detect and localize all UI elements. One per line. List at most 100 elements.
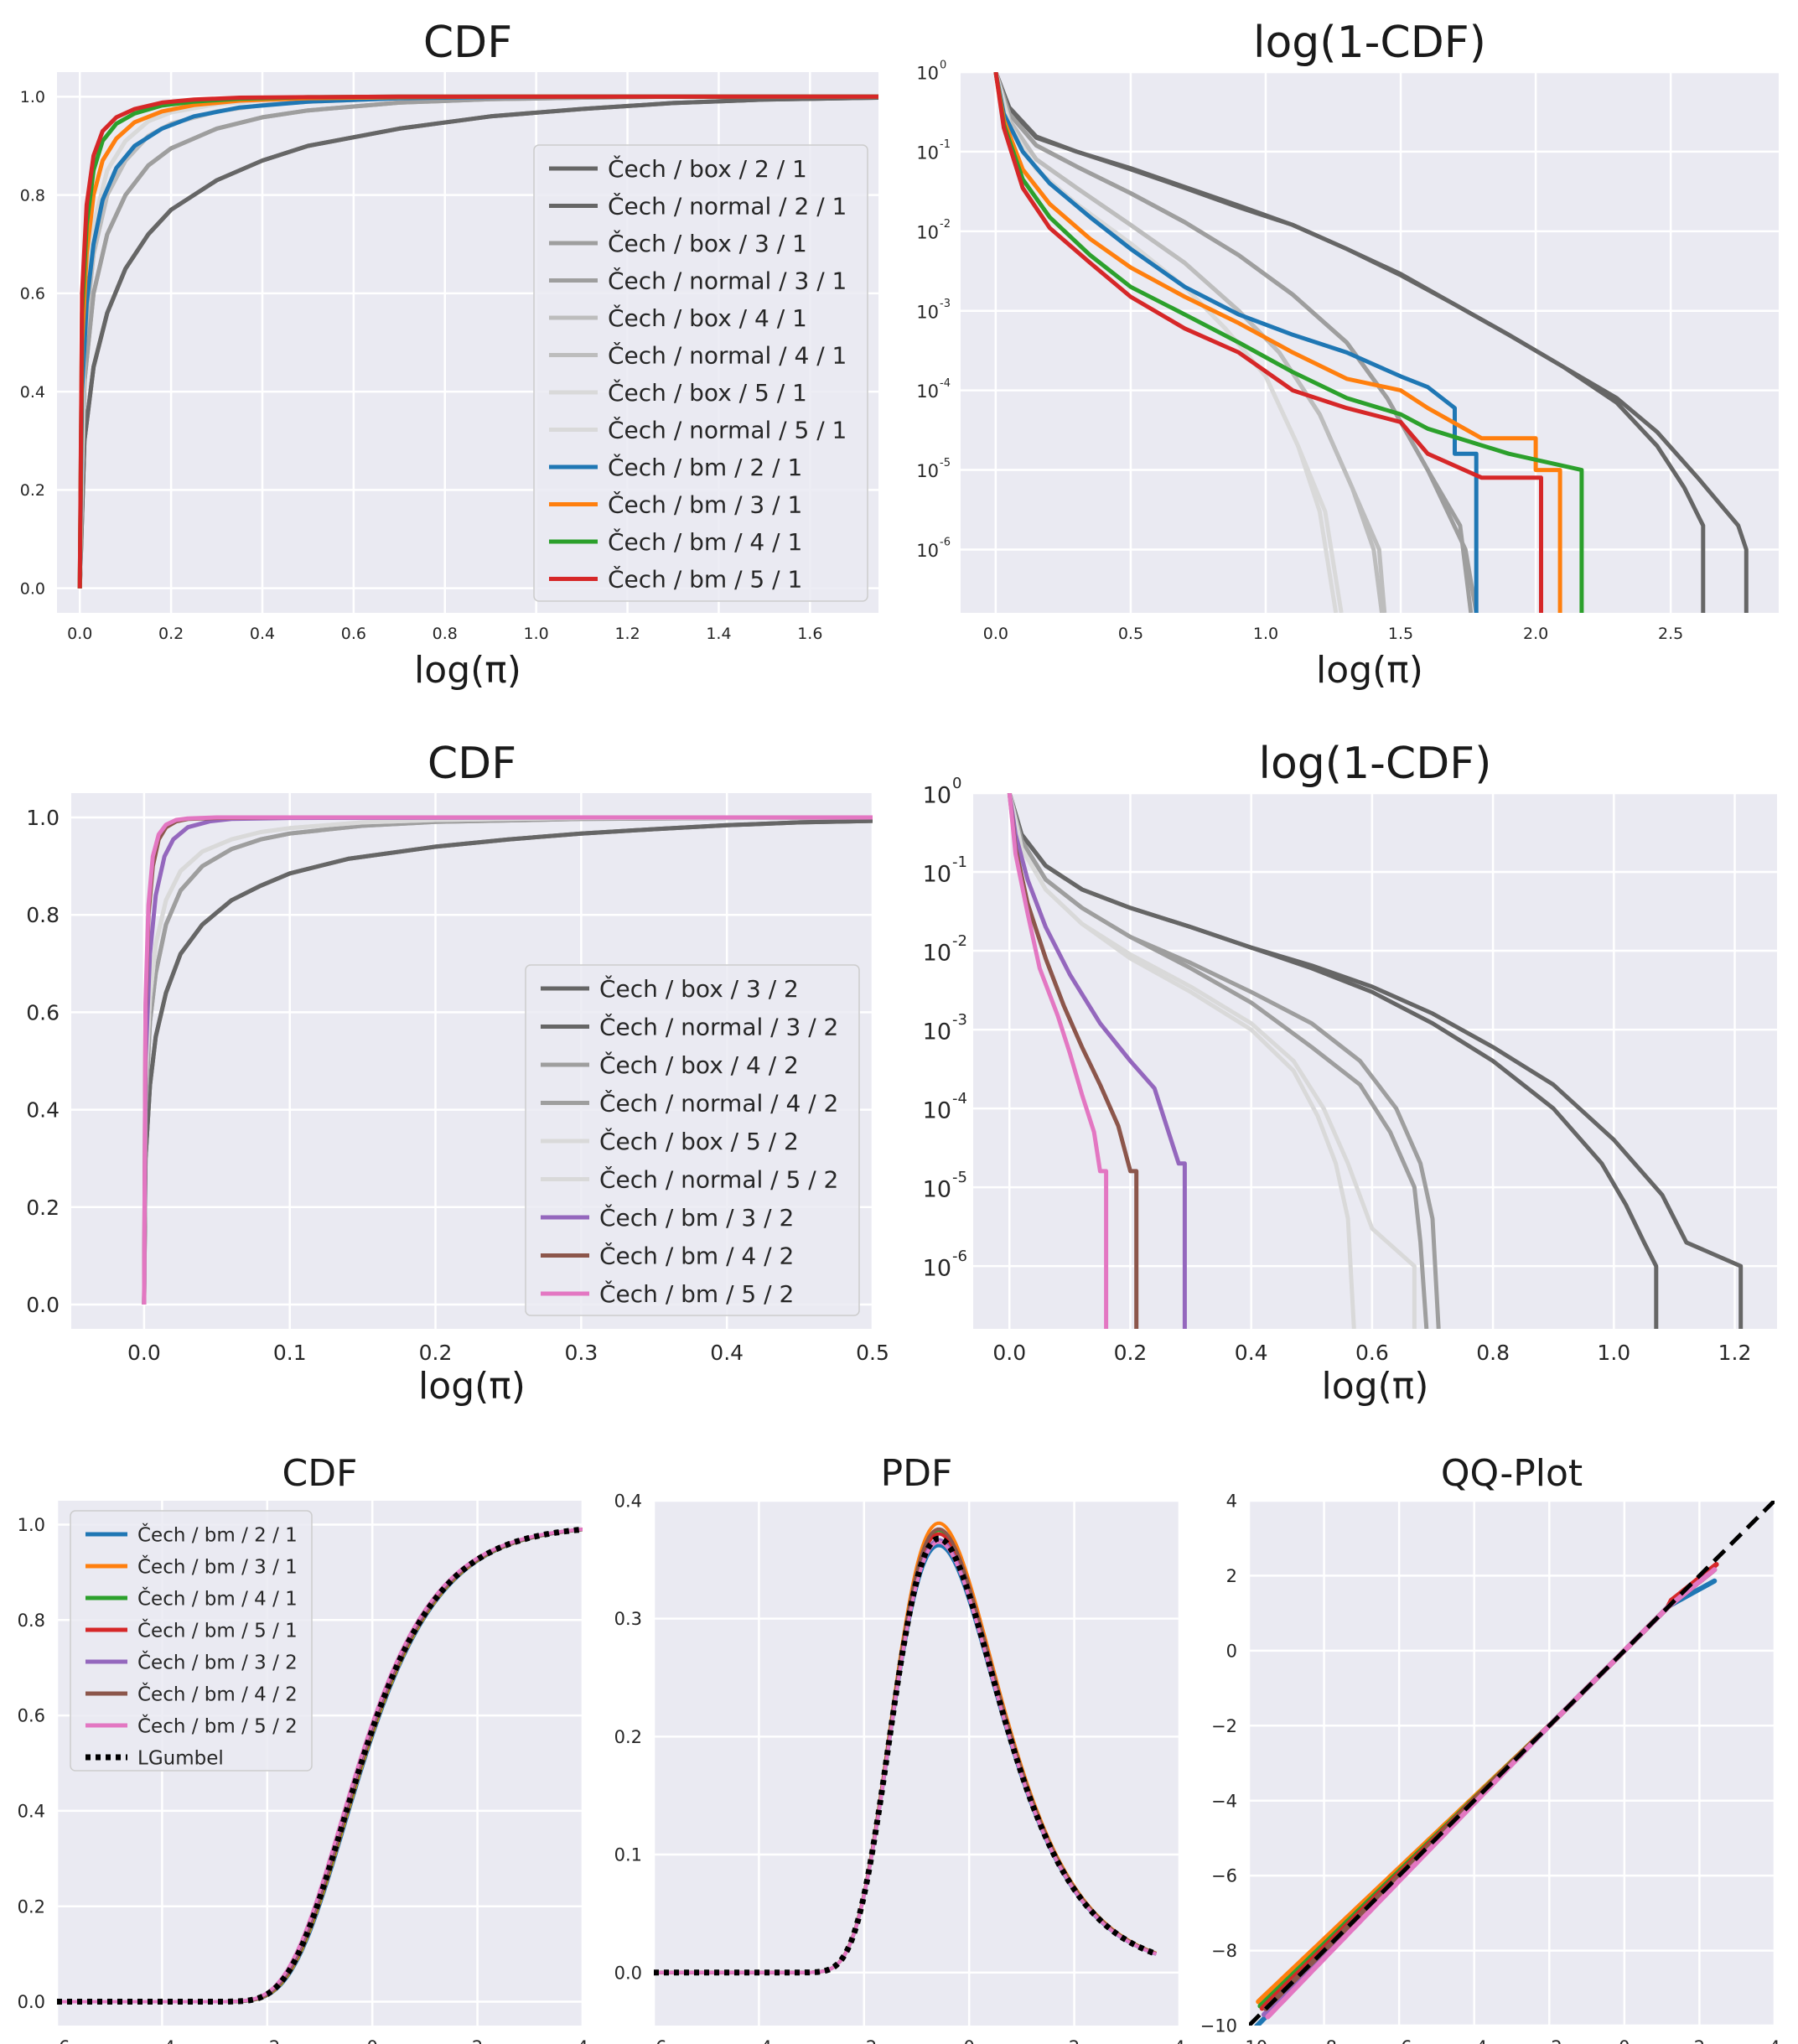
y-tick-exponent: -3 — [952, 1011, 967, 1029]
x-tick-label: 0.8 — [1476, 1341, 1510, 1365]
x-tick-label: −2 — [1536, 2037, 1562, 2044]
y-tick-exponent: -6 — [940, 537, 951, 549]
x-tick-label: 0.6 — [1355, 1341, 1389, 1365]
y-tick-exponent: -1 — [952, 853, 967, 871]
legend-label: Čech / bm / 5 / 1 — [137, 1618, 298, 1642]
series-line — [993, 72, 1562, 613]
x-tick-label: −10 — [1231, 2037, 1267, 2044]
y-tick-exponent: -4 — [940, 377, 951, 390]
x-tick-label: 1.6 — [797, 625, 822, 643]
series-line — [993, 72, 1584, 613]
x-axis-label: log(π) — [418, 1365, 526, 1408]
x-tick-label: 4 — [1769, 2037, 1780, 2044]
x-tick-label: 0.3 — [564, 1341, 598, 1365]
series-line — [1007, 793, 1187, 1329]
legend-label: Čech / normal / 4 / 2 — [599, 1089, 838, 1118]
x-tick-label: 0 — [367, 2037, 378, 2044]
x-tick-label: −4 — [1461, 2037, 1487, 2044]
x-tick-label: −8 — [1311, 2037, 1337, 2044]
x-tick-label: 1.0 — [524, 625, 549, 643]
legend-label: Čech / bm / 3 / 2 — [137, 1650, 298, 1673]
x-tick-label: 0 — [964, 2037, 975, 2044]
legend-label: Čech / normal / 5 / 2 — [599, 1165, 838, 1194]
legend-frame — [533, 144, 868, 602]
series-line — [993, 72, 1749, 613]
legend: Čech / bm / 2 / 1 Čech / bm / 3 / 1 Čech /… — [70, 1510, 313, 1772]
legend: Čech / box / 3 / 2 Čech / normal / 3 / 2 Č… — [525, 964, 860, 1316]
legend-label: Čech / bm / 2 / 1 — [137, 1523, 298, 1546]
y-tick-label: 10 — [923, 861, 951, 887]
legend-label: Čech / bm / 4 / 2 — [137, 1682, 298, 1705]
series-line — [1007, 793, 1109, 1329]
y-tick-label: 10 — [923, 1176, 951, 1202]
x-tick-label: 1.0 — [1253, 625, 1278, 643]
series-line — [142, 818, 873, 1305]
legend-frame — [70, 1510, 313, 1772]
y-tick-exponent: -2 — [940, 218, 951, 231]
y-tick-label: 10 — [923, 940, 951, 966]
x-tick-label: 2.0 — [1523, 625, 1548, 643]
chart-title: PDF — [881, 1452, 953, 1495]
legend-label: Čech / box / 4 / 2 — [599, 1051, 799, 1079]
plot-area — [142, 815, 873, 1305]
y-tick-exponent: -5 — [940, 457, 951, 469]
y-tick-label: 10 — [916, 381, 939, 402]
x-tick-label: 4 — [577, 2037, 588, 2044]
y-tick-label: 4 — [1226, 1491, 1237, 1512]
panel-p5: −6 −4 −2 0 2 4 0.0 0.2 0.4 0.6 0.8 1.0 CDF Čech / bm … — [18, 1452, 588, 2044]
x-tick-label: 0.4 — [1235, 1341, 1268, 1365]
x-tick-label: 0.0 — [983, 625, 1008, 643]
y-tick-label: 10 — [923, 782, 951, 808]
x-tick-label: 0.0 — [992, 1341, 1026, 1365]
x-tick-label: −4 — [746, 2037, 772, 2044]
legend-label: Čech / bm / 4 / 1 — [137, 1586, 298, 1610]
legend-label: Čech / bm / 3 / 1 — [137, 1554, 298, 1578]
plot-area — [993, 72, 1749, 613]
y-tick-exponent: -2 — [952, 932, 967, 950]
legend-label: Čech / bm / 2 / 1 — [608, 453, 802, 481]
x-tick-label: 0.2 — [419, 1341, 453, 1365]
x-tick-label: 0.8 — [433, 625, 458, 643]
y-tick-label: 10 — [916, 64, 939, 84]
plot-area — [654, 1521, 1158, 1976]
x-tick-label: 0.4 — [710, 1341, 744, 1365]
x-tick-label: 0.0 — [127, 1341, 161, 1365]
y-tick-label: 0.6 — [26, 1000, 60, 1025]
reference-line — [1249, 1501, 1775, 2026]
x-tick-label: 2 — [1069, 2037, 1080, 2044]
y-tick-label: 0.0 — [614, 1963, 642, 1983]
legend-label: Čech / box / 4 / 1 — [608, 303, 807, 332]
y-tick-label: 10 — [916, 461, 939, 481]
y-tick-label: 0 — [1226, 1641, 1237, 1661]
y-tick-label: 0.4 — [26, 1098, 60, 1123]
chart-title: log(1-CDF) — [1259, 739, 1492, 789]
legend-label: Čech / box / 3 / 2 — [599, 974, 799, 1003]
x-tick-label: 0.5 — [1118, 625, 1143, 643]
legend-label: Čech / box / 2 / 1 — [608, 154, 807, 183]
plot-area — [1249, 1501, 1775, 2026]
plot-area — [77, 94, 878, 589]
series-line — [1007, 793, 1417, 1329]
x-axis-label: log(π) — [1322, 1365, 1429, 1408]
legend: Čech / box / 2 / 1 Čech / normal / 2 / 1 Č… — [533, 144, 868, 602]
y-tick-exponent: -4 — [952, 1090, 967, 1108]
x-tick-label: 1.0 — [1597, 1341, 1630, 1365]
series-line — [77, 96, 878, 589]
y-tick-label: −10 — [1200, 2016, 1237, 2036]
plot-area — [57, 1526, 583, 2005]
legend-label: LGumbel — [137, 1747, 224, 1769]
series-line — [993, 72, 1479, 613]
y-tick-label: 10 — [916, 541, 939, 561]
y-tick-label: 0.3 — [614, 1609, 642, 1629]
legend-label: Čech / normal / 3 / 2 — [599, 1013, 838, 1041]
x-axis-label: log(π) — [414, 649, 521, 692]
series-line — [142, 815, 873, 1305]
legend-label: Čech / box / 3 / 1 — [608, 229, 807, 257]
legend-label: Čech / bm / 3 / 1 — [608, 490, 802, 519]
chart-title: log(1-CDF) — [1253, 18, 1486, 68]
plot-background — [973, 793, 1777, 1329]
y-tick-label: 10 — [916, 143, 939, 163]
y-tick-label: −6 — [1211, 1866, 1237, 1886]
y-tick-label: 0.4 — [18, 1801, 45, 1821]
